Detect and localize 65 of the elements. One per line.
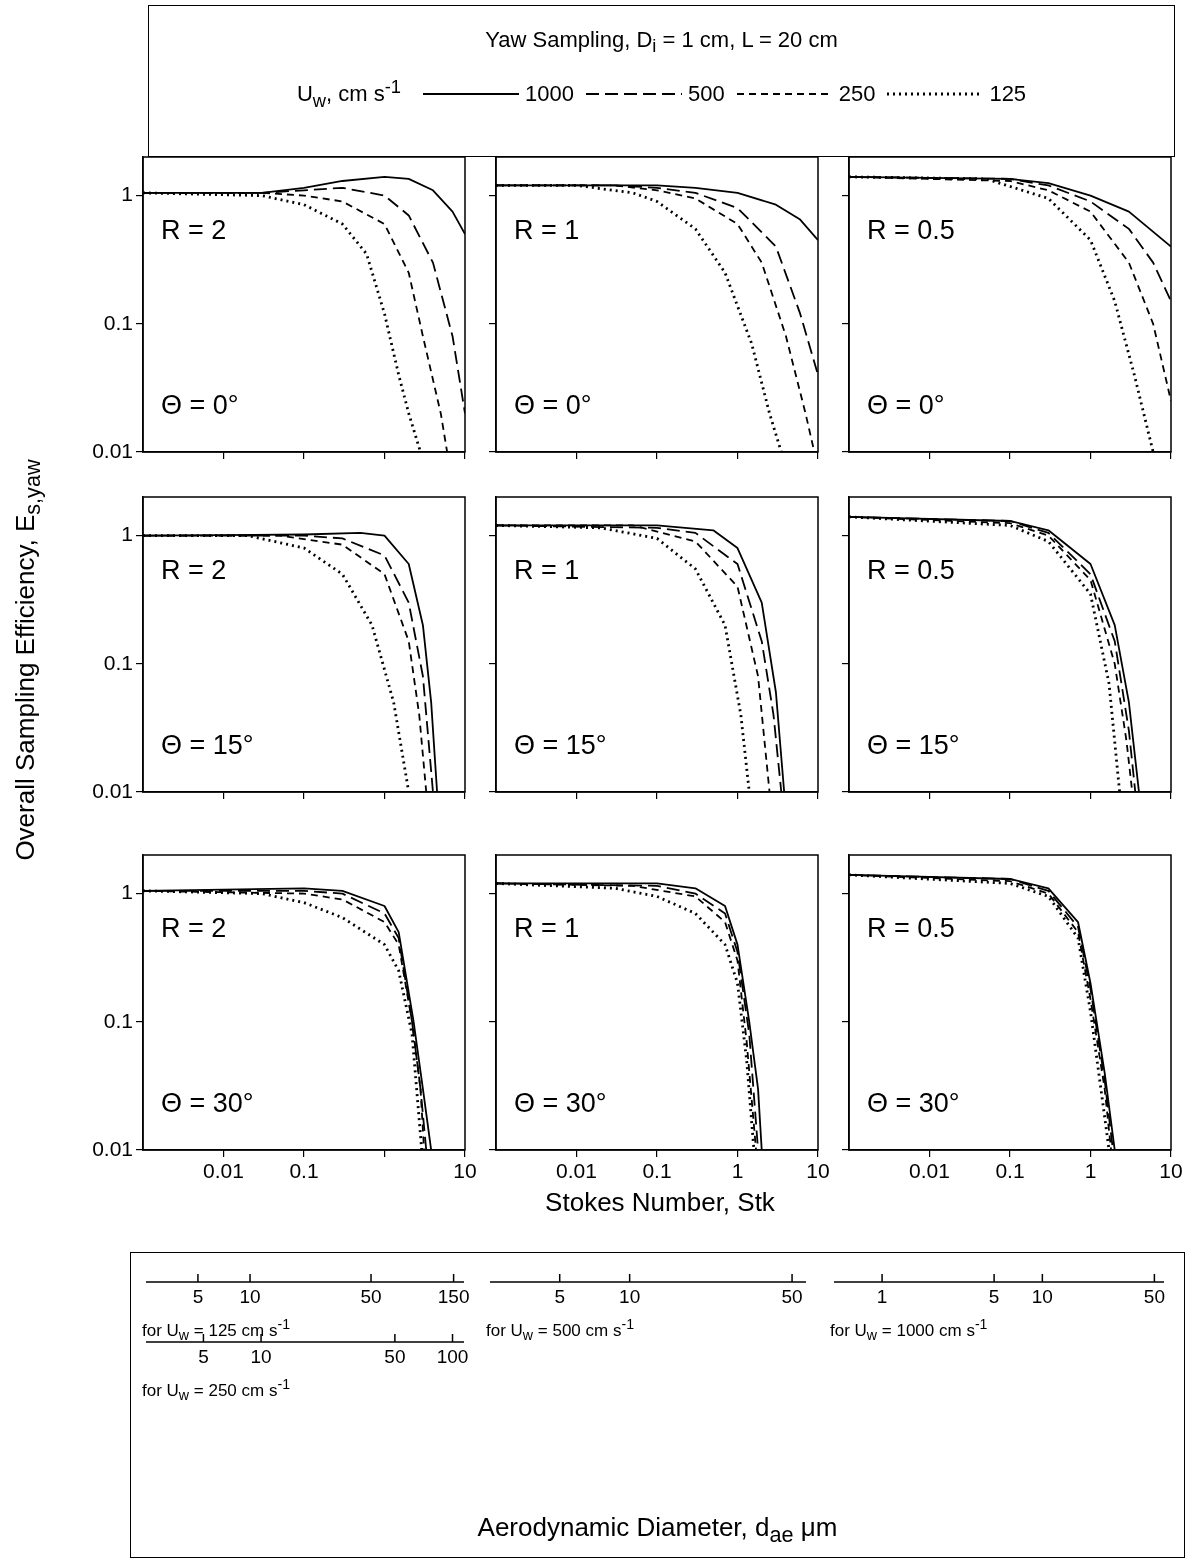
- text: 50: [384, 1345, 406, 1367]
- annotation: R = 1: [514, 215, 580, 246]
- text: Yaw Sampling, D$_{i}$ = 1 cm, L = 20 cm: [484, 27, 839, 58]
- annotation: Θ = 30°: [867, 1088, 960, 1119]
- annotation: Θ = 15°: [867, 730, 960, 761]
- x-tick-label: 0.1: [995, 1159, 1025, 1183]
- annotation: R = 2: [161, 913, 227, 944]
- text: 5: [192, 1285, 204, 1307]
- x-axis-title: Stokes Number, Stk: [544, 1187, 776, 1218]
- x-tick-label: 10: [806, 1159, 830, 1183]
- text: 10: [1031, 1285, 1053, 1307]
- y-tick-label: 1: [121, 880, 133, 904]
- annotation: R = 0.5: [867, 555, 955, 586]
- legend-label: 125: [989, 80, 1027, 107]
- x-tick-label: 0.01: [203, 1159, 244, 1183]
- annotation: Θ = 30°: [514, 1088, 607, 1119]
- y-tick-label: 0.01: [92, 1136, 133, 1160]
- legend-label: 500: [687, 80, 725, 107]
- x-tick-label: 0.01: [556, 1159, 597, 1183]
- legend-label: 250: [838, 80, 876, 107]
- x-tick-label: 0.1: [289, 1159, 319, 1183]
- annotation: Θ = 15°: [514, 730, 607, 761]
- text: 10: [250, 1345, 272, 1367]
- x-tick-label: 0.01: [909, 1159, 950, 1183]
- annotation: Θ = 0°: [867, 390, 945, 421]
- text: for U$_{w}$ = 1000 cm s$^{-1}$: [830, 1316, 988, 1344]
- y-tick-label: 1: [121, 522, 133, 546]
- y-tick-label: 0.1: [103, 310, 133, 334]
- text: 5: [988, 1285, 1000, 1307]
- annotation: R = 1: [514, 555, 580, 586]
- text: 5: [554, 1285, 565, 1307]
- x-tick-label: 0.1: [642, 1159, 672, 1183]
- x-tick-label: 1: [731, 1159, 744, 1183]
- text: 50: [360, 1285, 382, 1307]
- annotation: R = 0.5: [867, 913, 955, 944]
- text: 50: [781, 1285, 803, 1307]
- legend-label: 1000: [525, 80, 574, 107]
- annotation: Θ = 15°: [161, 730, 254, 761]
- annotation: Θ = 0°: [514, 390, 592, 421]
- y-tick-label: 0.1: [103, 1008, 133, 1032]
- annotation: R = 0.5: [867, 215, 955, 246]
- x-tick-label: 1: [1084, 1159, 1097, 1183]
- text: 150: [437, 1285, 470, 1307]
- annotation: R = 1: [514, 913, 580, 944]
- text: Aerodynamic Diameter, d$_{ae}$ μm: [476, 1512, 839, 1549]
- text: 50: [1143, 1285, 1165, 1307]
- annotation: R = 2: [161, 215, 227, 246]
- text: for U$_{w}$ = 500 cm s$^{-1}$: [486, 1316, 635, 1344]
- y-tick-label: 0.01: [92, 438, 133, 462]
- x-tick-label: 10: [1159, 1159, 1183, 1183]
- text: 1: [876, 1285, 888, 1307]
- y-tick-label: 0.01: [92, 778, 133, 802]
- text: 10: [239, 1285, 261, 1307]
- annotation: Θ = 30°: [161, 1088, 254, 1119]
- x-tick-label: 10: [453, 1159, 477, 1183]
- annotation: Θ = 0°: [161, 390, 239, 421]
- legend-title: U$_{w}$, cm s$^{-1}$: [296, 76, 401, 112]
- text: for U$_{w}$ = 125 cm s$^{-1}$: [142, 1316, 291, 1344]
- text: for U$_{w}$ = 250 cm s$^{-1}$: [142, 1376, 291, 1404]
- text: 100: [436, 1345, 469, 1367]
- y-tick-label: 0.1: [103, 650, 133, 674]
- y-tick-label: 1: [121, 182, 133, 206]
- annotation: R = 2: [161, 555, 227, 586]
- text: 5: [198, 1345, 209, 1367]
- text: 10: [619, 1285, 641, 1307]
